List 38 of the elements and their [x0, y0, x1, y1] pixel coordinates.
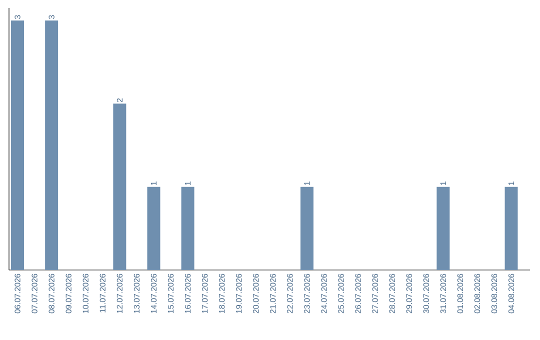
x-tick-label: 02.08.2026 — [474, 274, 480, 314]
x-tick-label: 10.07.2026 — [82, 274, 88, 313]
data-label: 1 — [304, 182, 310, 186]
x-tick-label: 08.07.2026 — [48, 274, 54, 314]
data-label: 3 — [14, 15, 20, 19]
x-tick-label: 14.07.2026 — [150, 274, 157, 313]
x-tick-label: 21.07.2026 — [270, 274, 276, 314]
x-tick-label: 01.08.2026 — [457, 274, 464, 314]
x-tick-label: 26.07.2026 — [355, 274, 361, 314]
data-label: 1 — [185, 182, 191, 186]
x-tick-label: 19.07.2026 — [236, 274, 242, 313]
data-label: 1 — [150, 182, 156, 186]
x-tick-label: 13.07.2026 — [134, 274, 140, 313]
x-tick-label: 30.07.2026 — [423, 274, 429, 314]
x-tick-label: 15.07.2026 — [168, 274, 174, 313]
x-tick-label: 20.07.2026 — [253, 274, 259, 314]
x-tick-label: 28.07.2026 — [389, 274, 395, 314]
x-tick-label: 11.07.2026 — [100, 274, 106, 312]
x-tick-label: 16.07.2026 — [184, 274, 191, 313]
data-label: 3 — [48, 15, 54, 19]
x-tick-label: 25.07.2026 — [338, 274, 344, 314]
data-label: 1 — [440, 182, 446, 186]
data-label: 2 — [116, 98, 122, 102]
x-tick-label: 06.07.2026 — [14, 274, 20, 314]
data-label: 1 — [508, 182, 514, 186]
x-tick-label: 29.07.2026 — [406, 274, 412, 314]
x-tick-label: 18.07.2026 — [219, 274, 225, 313]
x-tick-label: 17.07.2026 — [202, 274, 208, 313]
x-tick-label: 23.07.2026 — [304, 274, 310, 314]
x-tick-label: 22.07.2026 — [287, 274, 293, 314]
x-tick-label: 07.07.2026 — [32, 274, 38, 314]
x-tick-label: 27.07.2026 — [372, 274, 378, 314]
x-tick-label: 03.08.2026 — [491, 274, 498, 314]
x-tick-label: 24.07.2026 — [321, 274, 327, 314]
x-tick-label: 12.07.2026 — [116, 274, 123, 313]
x-tick-label: 04.08.2026 — [508, 274, 514, 314]
x-tick-label: 31.07.2026 — [440, 274, 446, 314]
x-tick-label: 09.07.2026 — [66, 274, 72, 314]
